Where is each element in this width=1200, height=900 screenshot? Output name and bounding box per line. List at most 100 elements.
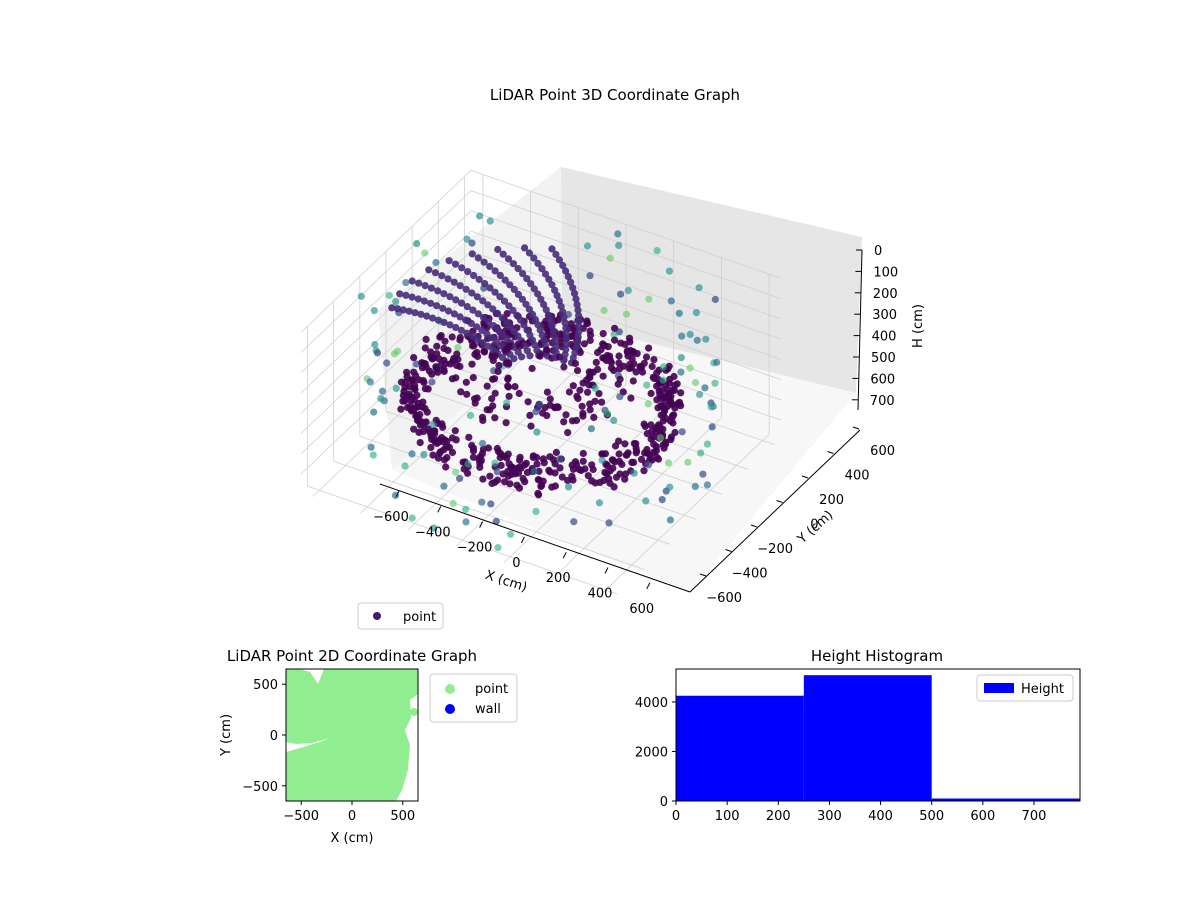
data-point-3d (546, 453, 554, 461)
data-point-3d (591, 397, 599, 405)
x-tick-label-3d: −600 (373, 510, 409, 525)
data-point-3d (573, 392, 581, 400)
data-point-3d (543, 412, 551, 420)
data-point-3d (462, 378, 470, 386)
data-point-3d (433, 342, 441, 350)
data-point-3d (622, 451, 630, 459)
data-point-3d (427, 284, 435, 292)
data-point-3d (610, 331, 618, 339)
data-point-3d (516, 453, 524, 461)
data-point-3d (574, 306, 582, 314)
data-point-3d (691, 379, 700, 387)
data-point-3d (545, 275, 553, 283)
data-point-3d (479, 314, 488, 322)
data-point-3d (527, 280, 535, 288)
y-tick-mark-3d (750, 524, 758, 528)
data-point-3d (678, 332, 686, 340)
x-tick-label-hist: 500 (919, 809, 944, 824)
x-axis-line (379, 483, 691, 593)
data-point-3d (486, 262, 494, 271)
data-point-3d (458, 264, 466, 272)
data-point-3d (462, 505, 470, 513)
grid-line (412, 386, 723, 495)
data-point-3d (399, 391, 407, 399)
data-point-3d (466, 411, 475, 419)
data-point-3d (595, 390, 603, 398)
data-point-3d (611, 336, 619, 344)
points-3d (357, 212, 721, 552)
x-tick-label-2d: −500 (283, 809, 319, 824)
y-tick-label-3d: −400 (732, 567, 768, 582)
data-point-3d (519, 270, 527, 278)
data-point-3d (657, 403, 665, 411)
y-tick-label-3d: −600 (706, 591, 742, 606)
grid-line (300, 230, 472, 394)
x-tick-label-2d: 500 (390, 809, 415, 824)
data-point-3d (654, 455, 663, 463)
data-point-3d (432, 258, 440, 267)
data-point-3d (474, 310, 482, 318)
data-point-3d (420, 297, 428, 305)
data-point-3d (408, 277, 416, 285)
data-point-3d (412, 360, 420, 368)
data-point-3d (491, 267, 499, 275)
data-point-3d (536, 352, 544, 360)
y-tick-label-2d: 500 (253, 678, 278, 693)
x-tick-label-3d: −200 (457, 541, 493, 556)
data-point-3d (463, 329, 471, 337)
data-point-3d (429, 314, 437, 322)
grid-line (598, 433, 770, 597)
histogram-title: Height Histogram (811, 647, 943, 665)
data-point-3d (665, 267, 674, 275)
data-point-3d (509, 306, 517, 315)
point-blob (408, 685, 418, 695)
data-point-3d (548, 281, 556, 289)
data-point-3d (695, 284, 703, 292)
data-point-3d (647, 389, 655, 398)
data-point-3d (515, 484, 524, 492)
data-point-3d (431, 269, 439, 277)
data-point-3d (579, 409, 587, 417)
data-point-3d (489, 402, 497, 410)
data-point-3d (502, 318, 510, 326)
data-point-3d (532, 507, 540, 516)
data-point-3d (401, 462, 409, 470)
data-point-3d (413, 240, 421, 248)
data-point-3d (558, 473, 566, 481)
y-axis-line (689, 429, 861, 593)
legend-2d-label-wall: wall (475, 702, 501, 717)
data-point-3d (572, 295, 580, 303)
data-point-3d (502, 419, 510, 427)
data-point-3d (448, 434, 456, 442)
data-point-3d (495, 361, 503, 370)
data-point-3d (677, 389, 685, 397)
x-tick-label-hist: 400 (868, 809, 893, 824)
data-point-3d (606, 467, 614, 475)
data-point-3d (615, 457, 624, 465)
grid-line (470, 190, 782, 300)
legend-histogram: Height (976, 674, 1074, 702)
data-point-3d (501, 276, 509, 284)
data-point-3d (627, 394, 635, 402)
data-point-3d (652, 424, 660, 432)
ticks-2d: −500 0 500 −500 0 500 (242, 678, 415, 824)
data-point-3d (468, 289, 476, 297)
data-point-3d (397, 405, 405, 413)
data-point-3d (670, 372, 678, 381)
data-point-3d (511, 470, 519, 478)
data-point-3d (478, 326, 486, 334)
data-point-3d (599, 330, 607, 338)
data-point-3d (562, 340, 570, 348)
data-point-3d (530, 467, 538, 475)
data-point-3d (494, 367, 502, 375)
data-point-3d (544, 311, 553, 319)
data-point-3d (370, 307, 378, 315)
data-point-3d (611, 324, 619, 332)
data-point-3d (576, 386, 584, 394)
data-point-3d (371, 340, 379, 349)
data-point-3d (521, 244, 529, 252)
data-point-3d (601, 342, 609, 350)
plot-2d: LiDAR Point 2D Coordinate Graph −500 0 500… (219, 647, 518, 846)
data-point-3d (562, 324, 570, 332)
